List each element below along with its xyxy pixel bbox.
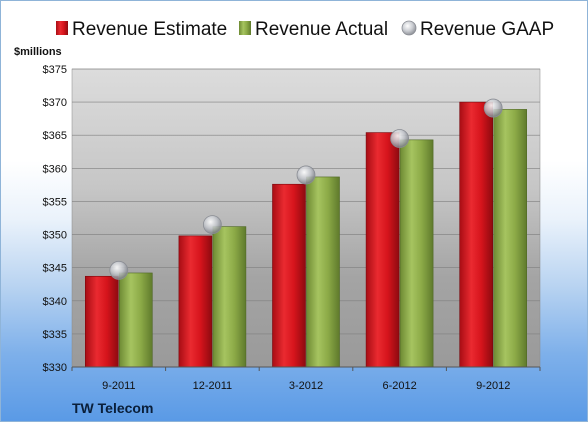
x-tick-label: 9-2011 — [102, 380, 135, 392]
bar-revenue-estimate — [85, 275, 119, 368]
y-unit-label: $millions — [14, 46, 62, 58]
marker-revenue-gaap — [109, 260, 129, 280]
y-tick-label: $330 — [43, 362, 67, 374]
y-tick-label: $375 — [43, 64, 67, 76]
legend-swatch-estimate — [56, 21, 68, 35]
x-tick-label: 6-2012 — [382, 380, 416, 392]
company-name: TW Telecom — [72, 400, 153, 416]
y-tick-label: $340 — [43, 296, 67, 308]
legend-label-gaap: Revenue GAAP — [420, 19, 554, 40]
marker-revenue-gaap — [483, 98, 503, 118]
y-tick-label: $370 — [43, 97, 67, 109]
y-tick-label: $345 — [43, 263, 67, 275]
bar-revenue-estimate — [272, 183, 306, 368]
y-tick-label: $355 — [43, 196, 67, 208]
legend-swatch-gaap — [401, 20, 417, 36]
x-axis: 9-2011 12-2011 3-2012 6-2012 9-2012 — [71, 367, 541, 392]
marker-revenue-gaap — [202, 215, 222, 235]
bar-revenue-actual — [212, 226, 247, 368]
bar-revenue-estimate — [459, 101, 494, 368]
x-tick-label: 12-2011 — [193, 380, 233, 392]
y-tick-label: $335 — [43, 329, 67, 341]
y-axis: $330 $335 $340 $345 $350 $355 $360 $365 $370 $375 — [43, 64, 67, 374]
bar-revenue-actual — [493, 109, 528, 368]
x-tick-label: 3-2012 — [289, 380, 323, 392]
bar-revenue-actual — [119, 272, 153, 368]
bar-revenue-actual — [306, 176, 340, 368]
marker-revenue-gaap — [296, 165, 316, 185]
legend-label-actual: Revenue Actual — [255, 19, 388, 40]
x-tick-label: 9-2012 — [476, 380, 510, 392]
legend: Revenue Estimate Revenue Actual Revenue … — [56, 19, 554, 40]
legend-label-estimate: Revenue Estimate — [72, 19, 227, 40]
bar-group — [85, 101, 528, 368]
bar-revenue-estimate — [178, 235, 213, 368]
bar-revenue-estimate — [365, 132, 400, 368]
bar-revenue-actual — [399, 139, 434, 368]
gaap-markers — [109, 98, 503, 280]
y-tick-label: $365 — [43, 130, 67, 142]
y-tick-label: $360 — [43, 163, 67, 175]
y-tick-label: $350 — [43, 230, 67, 242]
marker-revenue-gaap — [390, 129, 410, 148]
legend-swatch-actual — [239, 21, 251, 35]
